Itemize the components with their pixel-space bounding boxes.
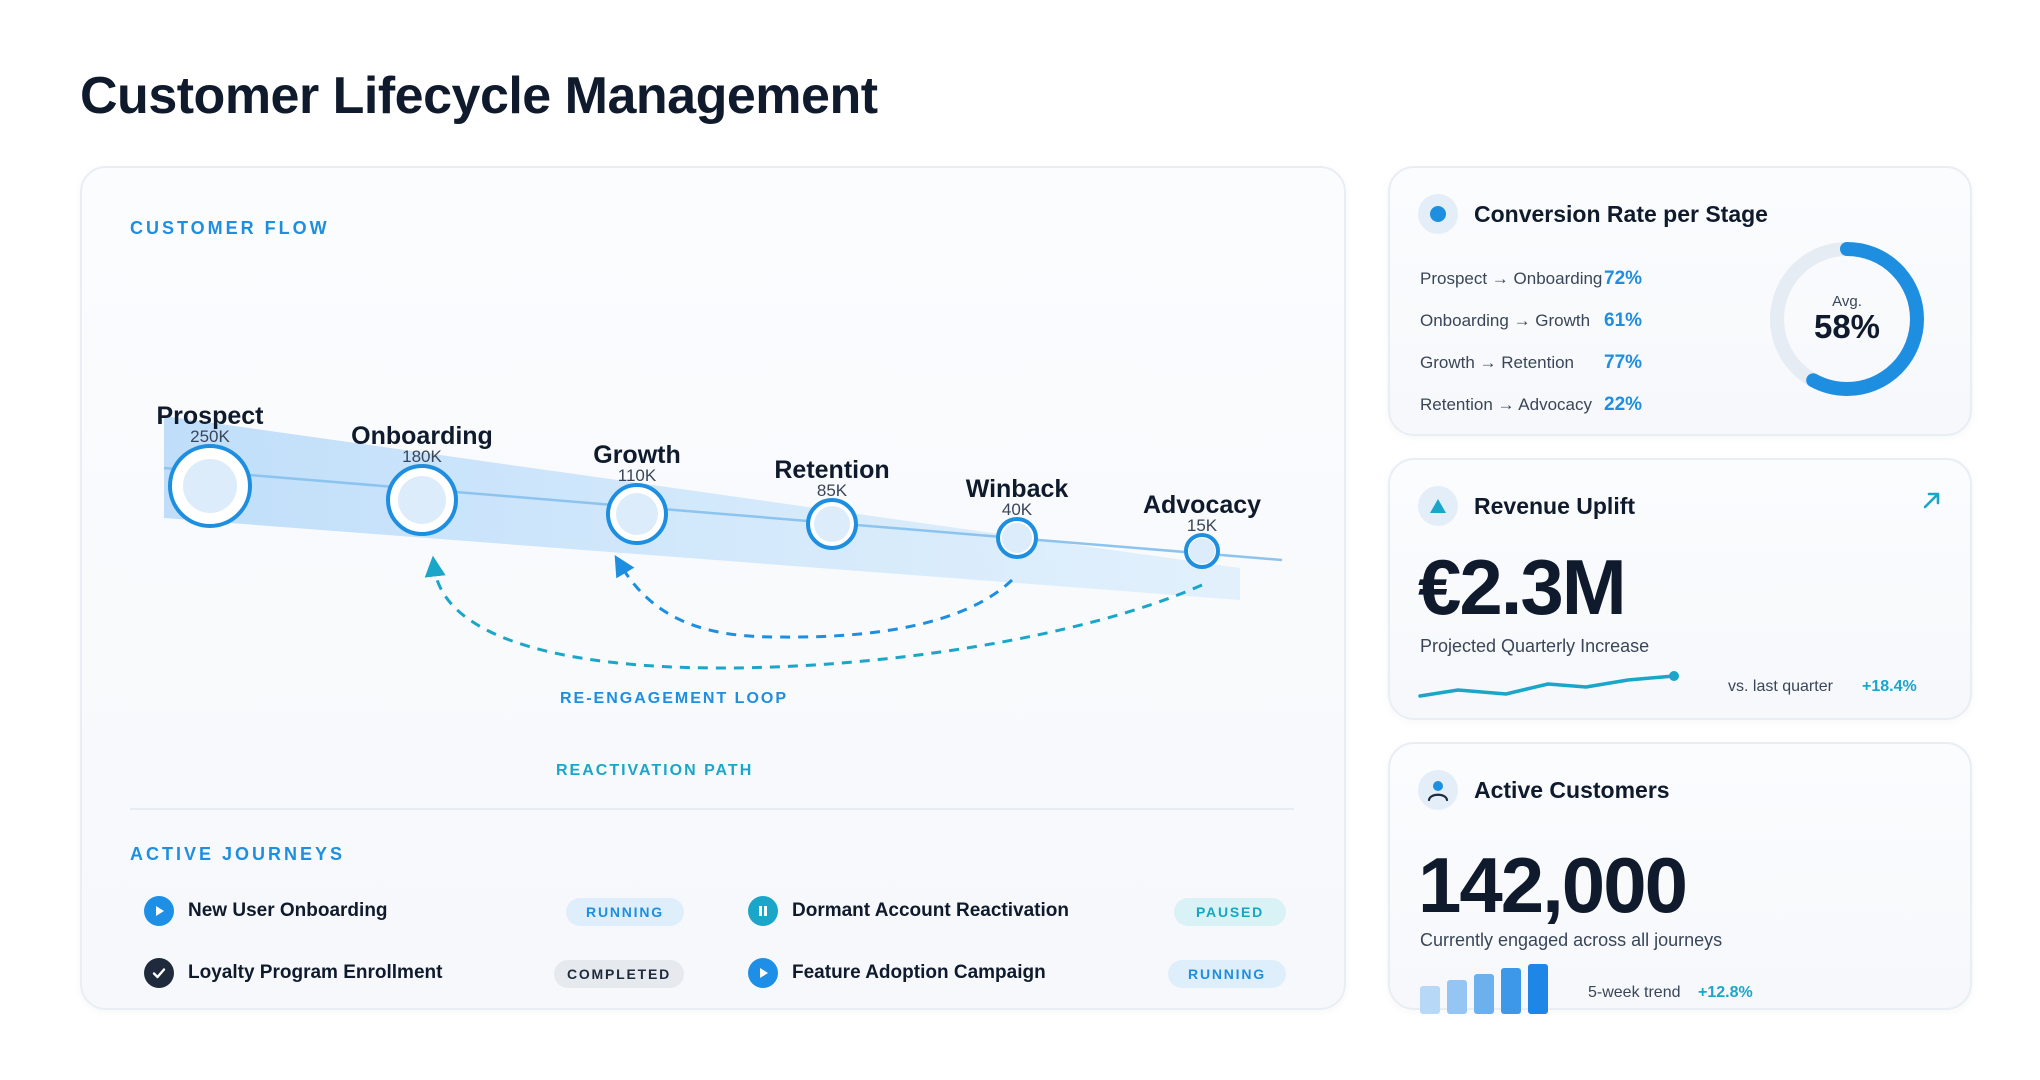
card-header: Active Customers	[1418, 770, 1670, 810]
conversion-label: Onboarding → Growth	[1420, 311, 1591, 330]
stage-name: Retention	[774, 456, 889, 484]
compare-label: vs. last quarter	[1728, 678, 1833, 695]
weekly-trend-bars	[1420, 964, 1548, 1014]
pause-icon[interactable]	[748, 896, 778, 926]
journey-name: New User Onboarding	[188, 900, 388, 921]
stage-count: 250K	[190, 427, 230, 446]
card-title: Active Customers	[1474, 776, 1670, 803]
conversion-value: 61%	[1604, 310, 1643, 331]
revenue-subtitle: Projected Quarterly Increase	[1420, 636, 1650, 656]
stage-name: Prospect	[157, 402, 265, 430]
customers-value: 142,000	[1418, 841, 1688, 929]
play-icon[interactable]	[748, 958, 778, 988]
dot-icon	[1418, 194, 1458, 234]
conversion-value: 22%	[1604, 394, 1643, 415]
customers-subtitle: Currently engaged across all journeys	[1420, 930, 1723, 950]
conversion-label: Prospect → Onboarding	[1420, 269, 1603, 288]
active-journeys-label: ACTIVE JOURNEYS	[130, 844, 346, 864]
journey-item-dormant-account-reactivation[interactable]: Dormant Account Reactivation	[748, 896, 1069, 926]
stage-core	[1189, 538, 1215, 564]
conversion-row: Retention → Advocacy 22%	[1420, 394, 1642, 416]
card-header: Conversion Rate per Stage	[1418, 194, 1768, 234]
stage-count: 15K	[1187, 516, 1218, 535]
status-badge: PAUSED	[1174, 898, 1286, 926]
conversion-value: 77%	[1604, 352, 1643, 373]
trend-bar	[1447, 980, 1467, 1014]
avg-label: Avg.	[1832, 293, 1862, 310]
check-icon	[144, 958, 174, 988]
journey-item-loyalty-program-enrollment[interactable]: Loyalty Program Enrollment	[144, 958, 442, 988]
journey-name: Loyalty Program Enrollment	[188, 962, 443, 983]
status-badge: RUNNING	[1168, 960, 1286, 988]
journey-name: Feature Adoption Campaign	[792, 962, 1046, 983]
revenue-sparkline	[1418, 671, 1679, 698]
active-customers-card: Active Customers 142,000 Currently engag…	[1388, 742, 1972, 1014]
stage-name: Growth	[593, 441, 681, 469]
status-badge: COMPLETED	[554, 960, 684, 988]
reactivation-path-loop	[424, 555, 1203, 670]
trend-bar	[1528, 964, 1548, 1014]
stage-count: 180K	[402, 447, 442, 466]
stage-core	[616, 493, 658, 535]
conversion-value: 72%	[1604, 268, 1643, 289]
trend-label: 5-week trend	[1588, 984, 1681, 1001]
stage-core	[814, 506, 850, 542]
customer-flow-card: CUSTOMER FLOW Prospect 250K Onboarding 180K…	[80, 166, 1346, 1010]
divider	[130, 808, 1294, 810]
journey-item-new-user-onboarding[interactable]: New User Onboarding	[144, 896, 388, 926]
stage-name: Advocacy	[1143, 491, 1261, 519]
stage-core	[183, 459, 237, 513]
reactivation-path-label: REACTIVATION PATH	[556, 762, 754, 779]
stage-count: 85K	[817, 481, 848, 500]
card-title: Conversion Rate per Stage	[1474, 200, 1768, 227]
conversion-rate-card: Conversion Rate per Stage Prospect → Onb…	[1388, 166, 1972, 436]
ring-progress	[1770, 242, 1924, 396]
page-title: Customer Lifecycle Management	[80, 67, 878, 125]
stage-name: Onboarding	[351, 422, 493, 450]
trend-up-arrow-icon[interactable]	[1920, 488, 1944, 512]
journey-item-feature-adoption-campaign[interactable]: Feature Adoption Campaign	[748, 958, 1046, 988]
stage-name: Winback	[966, 475, 1069, 503]
trend-bar	[1474, 974, 1494, 1014]
re-engagement-loop	[614, 554, 1014, 639]
trend-bar	[1420, 986, 1440, 1014]
compare-value: +18.4%	[1862, 678, 1917, 695]
card-header: Revenue Uplift	[1418, 486, 1635, 526]
funnel-band	[164, 416, 1240, 600]
conversion-label: Growth → Retention	[1420, 353, 1575, 372]
stage-count: 110K	[618, 466, 657, 485]
trend-bar	[1501, 968, 1521, 1014]
triangle-up-icon	[1418, 486, 1458, 526]
flow-line	[163, 466, 1283, 562]
user-icon	[1418, 770, 1458, 810]
status-badge: RUNNING	[566, 898, 684, 926]
card-title: Revenue Uplift	[1474, 492, 1636, 519]
journey-name: Dormant Account Reactivation	[792, 900, 1069, 921]
stage-count: 40K	[1002, 500, 1033, 519]
revenue-value: €2.3M	[1418, 543, 1627, 631]
trend-value: +12.8%	[1698, 984, 1753, 1001]
average-ring-chart: Avg. 58%	[1770, 242, 1924, 396]
stage-core	[398, 476, 446, 524]
conversion-row: Growth → Retention 77%	[1420, 352, 1642, 374]
avg-value: 58%	[1814, 308, 1880, 345]
re-engagement-loop-label: RE-ENGAGEMENT LOOP	[560, 690, 789, 707]
conversion-row: Prospect → Onboarding 72%	[1420, 268, 1642, 290]
conversion-row: Onboarding → Growth 61%	[1420, 310, 1642, 332]
customer-flow-label: CUSTOMER FLOW	[130, 218, 330, 238]
revenue-uplift-card: Revenue Uplift €2.3M Projected Quarterly…	[1388, 458, 1972, 720]
conversion-label: Retention → Advocacy	[1420, 395, 1592, 414]
stage-core	[1002, 523, 1032, 553]
play-icon[interactable]	[144, 896, 174, 926]
